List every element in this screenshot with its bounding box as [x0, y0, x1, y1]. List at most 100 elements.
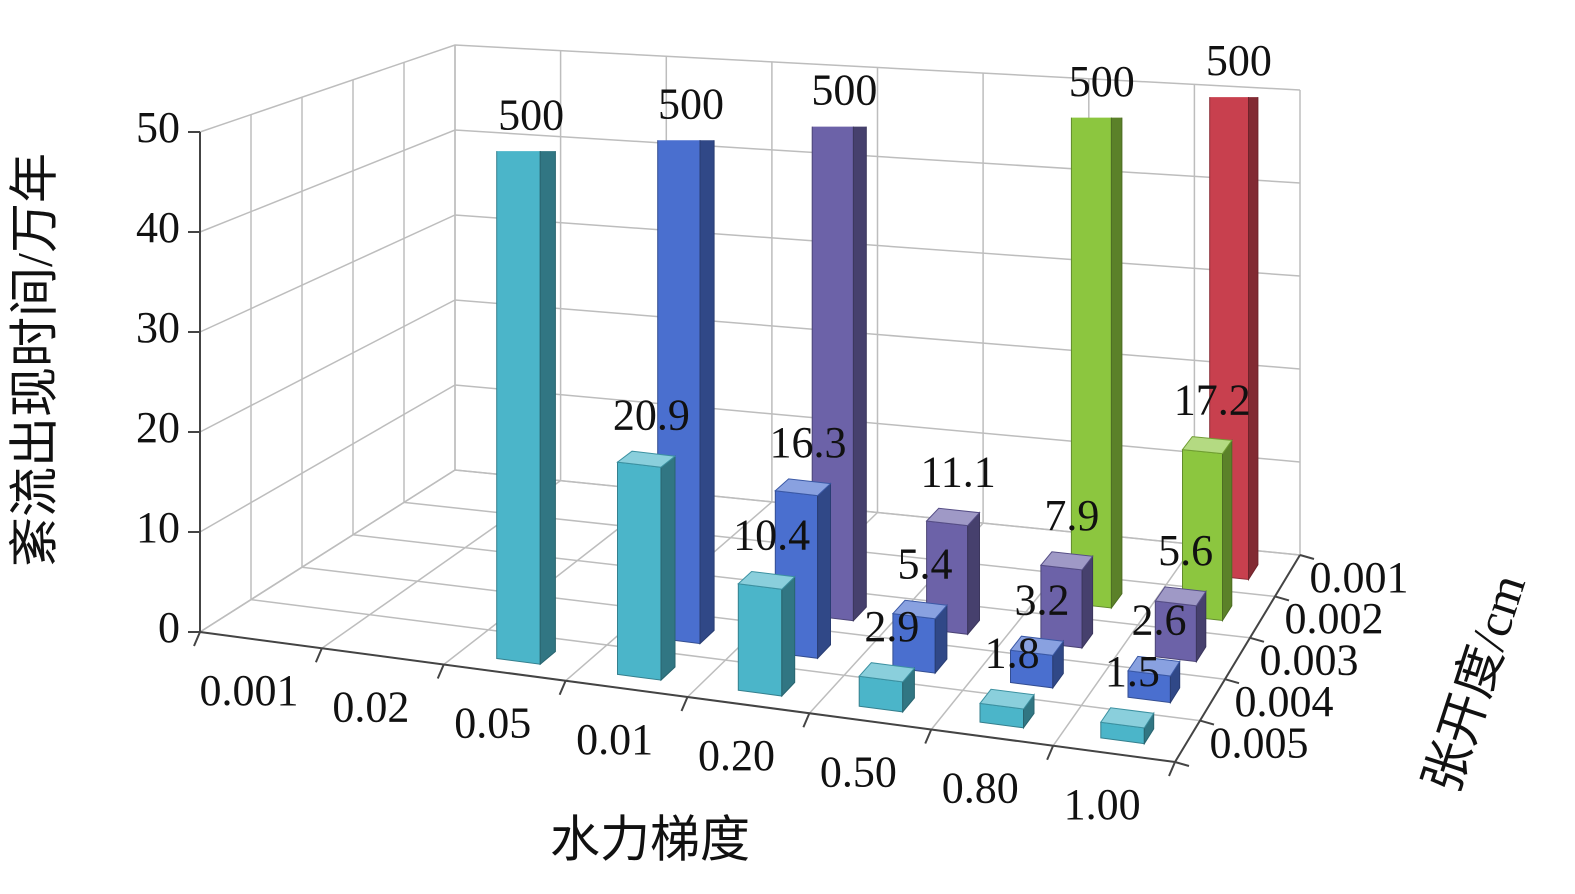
bar-top [979, 688, 1035, 710]
series [1070, 117, 1233, 623]
bar [1070, 117, 1123, 610]
bar-side [967, 511, 980, 636]
bar-front [617, 461, 662, 681]
bar-side [660, 455, 676, 682]
grid-line [199, 299, 1301, 433]
value-label: 7.9 [1044, 491, 1099, 540]
bar-top [925, 507, 981, 527]
y-tick-label: 30 [136, 303, 180, 352]
value-label: 1.8 [985, 628, 1040, 677]
x-tick-label: 0.50 [820, 747, 897, 796]
bar-top [1181, 436, 1233, 455]
bar-front [496, 151, 541, 665]
value-label: 500 [1069, 57, 1135, 106]
x-tick-label: 1.00 [1064, 780, 1141, 829]
bar [1009, 635, 1065, 690]
x-tick [680, 696, 689, 712]
bar-side [1081, 554, 1094, 650]
value-label: 5.6 [1158, 526, 1213, 575]
x-tick-label: 0.01 [576, 715, 653, 764]
value-label: 500 [498, 90, 564, 139]
bar [774, 478, 832, 660]
x-tick-label: 0.02 [332, 682, 409, 731]
bar-top [1099, 707, 1155, 729]
depth-tick [1299, 554, 1315, 560]
depth-tick-label: 0.004 [1235, 677, 1334, 726]
bar-front [1070, 117, 1112, 609]
depth-tick [1224, 678, 1240, 685]
bar-side [852, 126, 867, 622]
series [657, 140, 1181, 705]
y-tick-label: 10 [136, 503, 180, 552]
bar-side [817, 482, 831, 660]
grid-line [199, 44, 1301, 133]
bar-top [737, 570, 796, 590]
y-axis-title: 紊流出现时间/万年 [6, 153, 62, 567]
value-label: 2.9 [864, 602, 919, 651]
bar-top [774, 478, 832, 497]
value-label: 500 [1206, 36, 1272, 85]
bar-top [858, 662, 916, 683]
bar [979, 688, 1035, 730]
bar-front [737, 583, 783, 697]
depth-tick-label: 0.002 [1285, 594, 1384, 643]
x-tick [1046, 745, 1055, 761]
value-label: 17.2 [1174, 376, 1251, 425]
bar [1039, 551, 1094, 650]
x-tick [314, 647, 323, 663]
bar [496, 151, 556, 666]
bar-side [1222, 438, 1233, 623]
series [496, 151, 1155, 746]
bar-side [539, 151, 556, 666]
bar-top [1009, 635, 1065, 656]
x-tick-label: 0.20 [698, 731, 775, 780]
value-label: 20.9 [613, 390, 690, 439]
bar [737, 570, 796, 698]
x-tick [924, 729, 933, 744]
x-axis-title: 水力梯度 [550, 811, 750, 867]
x-tick [436, 664, 445, 679]
value-label: 10.4 [733, 511, 810, 560]
value-label: 11.1 [920, 447, 995, 496]
bar [1127, 655, 1181, 705]
bar [1099, 707, 1155, 746]
value-label: 16.3 [770, 418, 847, 467]
depth-tick-label: 0.001 [1310, 553, 1409, 602]
depth-axis [1174, 554, 1301, 763]
value-label: 2.6 [1132, 596, 1187, 645]
grid-line [199, 214, 1301, 333]
y-tick-label: 50 [136, 103, 180, 152]
x-tick [193, 631, 201, 647]
value-label: 1.5 [1105, 647, 1160, 696]
bar [1154, 586, 1207, 664]
bar-side [1110, 117, 1123, 610]
y-tick-label: 0 [158, 603, 180, 652]
bar-side [1248, 97, 1259, 582]
x-tick-label: 0.001 [199, 666, 298, 715]
floor-line [1052, 543, 1196, 747]
y-tick-label: 40 [136, 203, 180, 252]
depth-tick [1174, 761, 1190, 767]
value-label: 5.4 [898, 539, 953, 588]
depth-tick-label: 0.003 [1260, 636, 1359, 685]
depth-tick [1274, 595, 1290, 602]
bar-top [1127, 655, 1181, 677]
bar-top [1039, 551, 1094, 571]
y-tick-label: 20 [136, 403, 180, 452]
grid-line [199, 384, 1301, 533]
value-label: 3.2 [1015, 575, 1070, 624]
bar-front [858, 675, 904, 713]
depth-tick-label: 0.005 [1210, 718, 1309, 767]
x-tick [1168, 761, 1176, 777]
value-label: 500 [658, 79, 724, 128]
depth-tick [1199, 719, 1215, 726]
depth-axis-title: 张开度/cm [1413, 568, 1536, 799]
bar-top [891, 599, 948, 620]
x-tick-label: 0.05 [454, 699, 531, 748]
bar [891, 599, 948, 675]
x-tick-label: 0.80 [942, 764, 1019, 813]
bar-side [699, 140, 715, 645]
bar-top [616, 450, 677, 468]
x-tick [558, 680, 567, 696]
